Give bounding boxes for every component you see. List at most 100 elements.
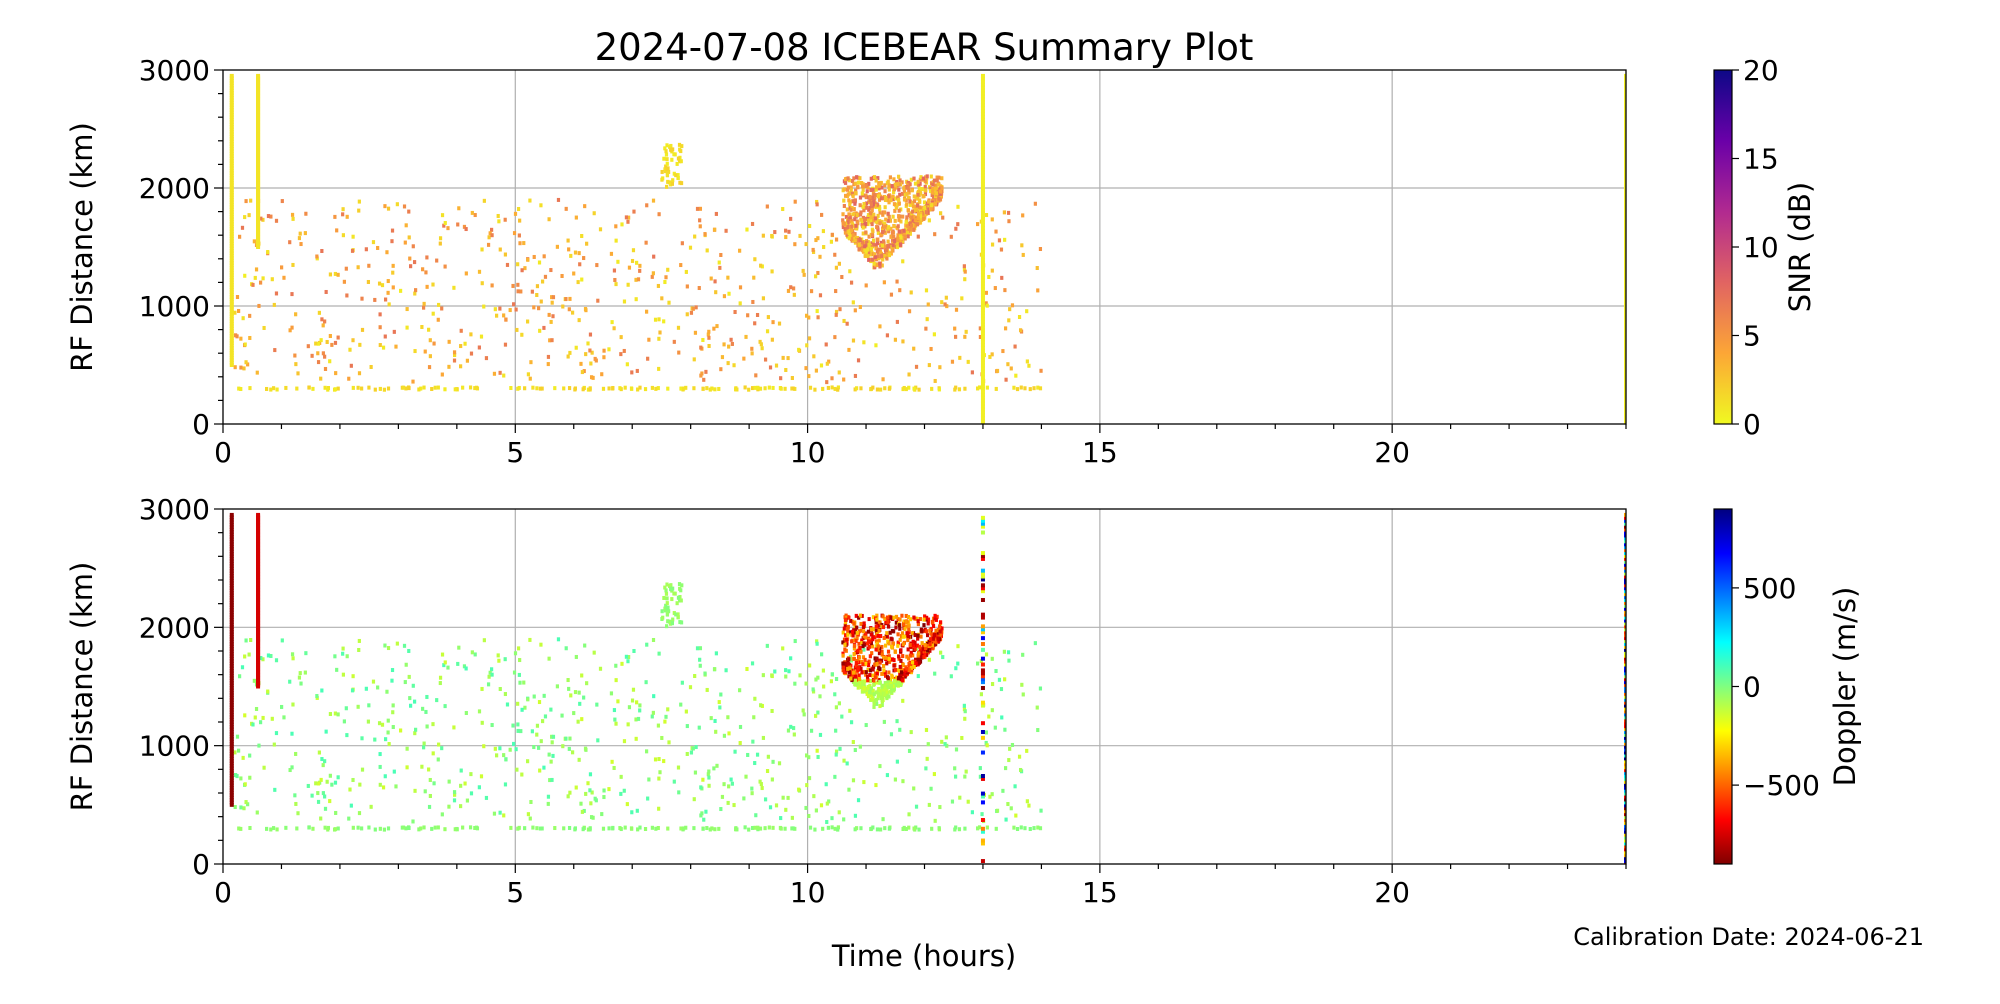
streak-point <box>229 95 234 100</box>
data-point <box>323 354 327 359</box>
data-point <box>877 638 881 643</box>
data-point <box>351 674 355 679</box>
streak-point <box>1624 152 1626 157</box>
streak-point <box>980 173 985 178</box>
data-point <box>502 373 506 378</box>
streak-point <box>1624 211 1626 216</box>
data-point <box>504 757 508 762</box>
data-point <box>288 679 292 684</box>
streak-point <box>1624 562 1626 567</box>
streak-point <box>229 117 234 122</box>
data-point <box>890 184 894 189</box>
streak-point <box>1624 735 1626 740</box>
data-point <box>912 224 916 229</box>
data-point <box>862 629 866 634</box>
data-point <box>897 214 901 219</box>
streak-point <box>980 319 985 324</box>
data-point <box>701 777 705 782</box>
streak-point <box>980 340 985 345</box>
data-point <box>864 670 868 675</box>
data-point <box>323 825 327 830</box>
data-point <box>549 707 553 712</box>
streak-point <box>229 751 234 756</box>
data-point <box>497 219 501 224</box>
data-point <box>857 660 861 665</box>
data-point <box>632 648 636 653</box>
streak-point <box>980 258 985 263</box>
streak-point <box>1624 348 1626 353</box>
data-point <box>366 719 371 724</box>
data-point <box>535 284 540 289</box>
data-point <box>933 818 937 823</box>
streak-point <box>229 793 234 798</box>
data-point <box>990 708 994 713</box>
streak-point <box>980 114 985 119</box>
data-point <box>679 620 684 625</box>
data-point <box>862 208 866 213</box>
data-point <box>755 752 760 757</box>
data-point <box>537 700 542 705</box>
data-point <box>834 749 839 754</box>
data-point <box>786 795 790 800</box>
data-point <box>516 701 520 706</box>
data-point <box>789 724 793 729</box>
data-point <box>895 719 899 724</box>
data-point <box>870 694 874 699</box>
streak-point <box>1624 381 1626 386</box>
data-point <box>910 631 914 636</box>
data-point <box>378 386 382 391</box>
data-point <box>893 208 897 213</box>
data-point <box>592 650 596 655</box>
data-point <box>848 269 852 274</box>
streak-point <box>229 556 234 561</box>
data-point <box>251 722 255 727</box>
data-point <box>783 386 787 391</box>
data-point <box>530 289 534 294</box>
data-point <box>932 178 937 183</box>
data-point <box>255 370 259 375</box>
data-point <box>714 651 718 656</box>
data-point <box>777 761 782 766</box>
data-point <box>786 288 791 293</box>
data-point <box>884 655 888 660</box>
data-point <box>896 237 900 242</box>
data-point <box>248 753 252 758</box>
streak-point <box>1624 685 1626 690</box>
streak-point <box>229 107 234 112</box>
data-point <box>903 673 908 678</box>
data-point <box>886 639 890 644</box>
data-point <box>713 279 717 284</box>
data-point <box>442 223 446 228</box>
data-point <box>881 212 885 217</box>
data-point <box>871 238 876 243</box>
data-point <box>906 195 911 200</box>
streak-point <box>980 524 985 529</box>
data-point <box>643 387 648 392</box>
data-point <box>653 757 658 762</box>
data-point <box>314 781 318 786</box>
streak-point <box>229 205 234 210</box>
axes-frame <box>222 69 1627 425</box>
data-point <box>704 369 708 374</box>
data-point <box>874 343 878 348</box>
data-point <box>428 338 432 343</box>
data-point <box>525 319 530 324</box>
data-point <box>868 250 872 255</box>
data-point <box>266 689 270 694</box>
data-point <box>856 185 860 190</box>
data-point <box>526 812 531 817</box>
data-point <box>890 248 894 253</box>
streak-point <box>980 111 985 116</box>
data-point <box>871 385 875 390</box>
streak-point <box>1624 809 1626 814</box>
data-point <box>962 267 967 272</box>
streak-point <box>980 179 985 184</box>
colorbar-doppler <box>1713 508 1733 865</box>
data-point <box>874 620 878 625</box>
data-point <box>367 385 371 390</box>
data-point <box>235 734 240 739</box>
data-point <box>925 174 929 179</box>
streak-point <box>980 328 985 333</box>
streak-point <box>229 226 234 231</box>
